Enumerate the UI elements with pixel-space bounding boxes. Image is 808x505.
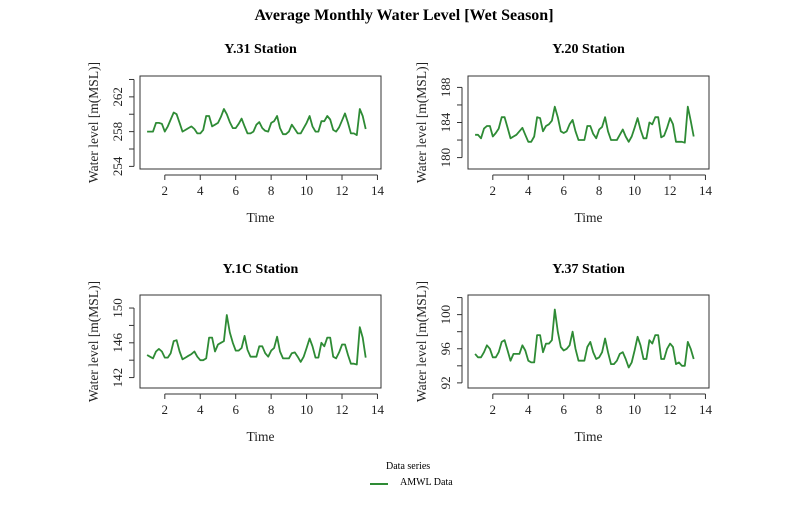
y-tick-label: 262 xyxy=(110,87,125,107)
x-tick-label: 8 xyxy=(596,402,603,417)
x-tick-label: 12 xyxy=(336,402,349,417)
series-line xyxy=(147,108,367,137)
x-tick-label: 4 xyxy=(525,402,532,417)
x-tick-label: 10 xyxy=(628,183,641,198)
y-axis-label: Water level [m(MSL)] xyxy=(414,62,429,183)
x-tick-label: 14 xyxy=(699,183,713,198)
y-tick-label: 96 xyxy=(438,342,453,356)
x-axis-label: Time xyxy=(574,210,602,225)
y-tick-label: 150 xyxy=(110,298,125,318)
series-line xyxy=(474,308,695,369)
x-tick-label: 6 xyxy=(232,183,239,198)
y-tick-label: 92 xyxy=(438,376,453,389)
y-tick-label: 146 xyxy=(110,333,125,353)
panel-2: Y.1C Station 2 4 6 8 10 12 14 142 146 150 Time Water… xyxy=(86,262,384,444)
x-tick-label: 10 xyxy=(300,183,313,198)
y-tick-label: 142 xyxy=(110,368,125,388)
x-tick-label: 14 xyxy=(699,402,713,417)
x-tick-label: 14 xyxy=(371,402,385,417)
x-tick-label: 10 xyxy=(300,402,313,417)
x-tick-label: 14 xyxy=(371,183,385,198)
plot-box xyxy=(467,75,710,170)
x-tick-label: 6 xyxy=(560,402,567,417)
x-tick-label: 6 xyxy=(560,183,567,198)
y-axis-label: Water level [m(MSL)] xyxy=(414,281,429,402)
plot-box xyxy=(467,294,710,389)
y-tick-label: 184 xyxy=(438,112,453,132)
y-tick-label: 188 xyxy=(438,78,453,98)
x-tick-label: 12 xyxy=(664,183,677,198)
x-tick-label: 2 xyxy=(490,402,497,417)
x-tick-label: 6 xyxy=(232,402,239,417)
panel-0: Y.31 Station 2 4 6 8 10 12 14 254 258 262 Time Water… xyxy=(86,42,384,225)
x-tick-label: 4 xyxy=(197,402,204,417)
y-tick-label: 258 xyxy=(110,122,125,142)
panel-title: Y.37 Station xyxy=(552,262,625,277)
legend-line-swatch xyxy=(370,483,388,485)
x-axis-label: Time xyxy=(246,210,274,225)
panel-title: Y.20 Station xyxy=(552,42,625,57)
panel-1: Y.20 Station 2 4 6 8 10 12 14 180 184 188 Time Water… xyxy=(414,42,712,225)
plot-box xyxy=(139,75,382,170)
plot-box xyxy=(139,294,382,389)
x-axis-label: Time xyxy=(246,429,274,444)
y-tick-label: 100 xyxy=(438,305,453,325)
x-tick-label: 8 xyxy=(268,402,275,417)
y-axis-label: Water level [m(MSL)] xyxy=(86,281,101,402)
series-line xyxy=(475,105,695,144)
x-tick-label: 8 xyxy=(596,183,603,198)
x-tick-label: 2 xyxy=(162,402,169,417)
series-line xyxy=(146,314,367,366)
y-axis-label: Water level [m(MSL)] xyxy=(86,62,101,183)
panel-title: Y.1C Station xyxy=(223,262,299,277)
y-tick-label: 180 xyxy=(438,148,453,168)
x-tick-label: 4 xyxy=(525,183,532,198)
x-tick-label: 8 xyxy=(268,183,275,198)
panel-3: Y.37 Station 2 4 6 8 10 12 14 92 96 100 Time Water l… xyxy=(414,262,712,444)
legend-label: AMWL Data xyxy=(400,477,453,488)
x-tick-label: 12 xyxy=(664,402,677,417)
x-tick-label: 12 xyxy=(336,183,349,198)
legend-title: Data series xyxy=(386,461,431,472)
main-title: Average Monthly Water Level [Wet Season] xyxy=(254,7,554,24)
y-tick-label: 254 xyxy=(110,156,125,176)
x-tick-label: 10 xyxy=(628,402,641,417)
x-tick-label: 4 xyxy=(197,183,204,198)
x-tick-label: 2 xyxy=(490,183,497,198)
panel-title: Y.31 Station xyxy=(224,42,297,57)
x-axis-label: Time xyxy=(574,429,602,444)
x-tick-label: 2 xyxy=(162,183,169,198)
